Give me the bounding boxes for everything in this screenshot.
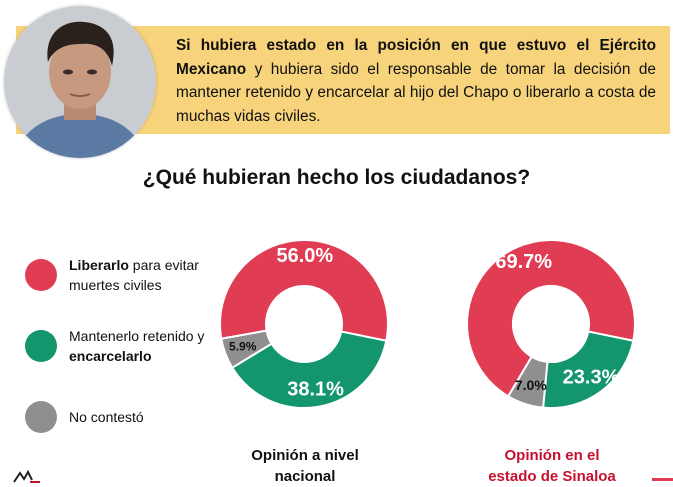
donut-slice bbox=[219, 239, 389, 342]
donut-slice-label: 23.3% bbox=[563, 366, 620, 388]
donut-chart-national: 56.0% 38.1% 5.9% bbox=[219, 239, 389, 409]
donut-chart-sinaloa: 69.7% 23.3% 7.0% bbox=[466, 239, 636, 409]
legend-label: Liberarlo para evitar muertes civiles bbox=[69, 255, 219, 295]
legend-swatch-red bbox=[25, 259, 57, 291]
legend-swatch-green bbox=[25, 330, 57, 362]
question-text-rest: y hubiera sido el responsable de tomar l… bbox=[176, 60, 656, 125]
donut-slice bbox=[506, 355, 549, 409]
brand-logo-icon bbox=[13, 470, 40, 483]
chart-label-line: Opinión en el bbox=[504, 447, 600, 464]
page-title: ¿Qué hubieran hecho los ciudadanos? bbox=[142, 166, 531, 189]
donut-slice-label: 5.9% bbox=[229, 339, 257, 353]
question-text-bold: Si hubiera estado en la posición en que … bbox=[176, 37, 656, 78]
donut-slice-label: 56.0% bbox=[276, 245, 333, 267]
legend-label: No contestó bbox=[69, 407, 219, 427]
legend-label: Mantenerlo retenido y encarcelarlo bbox=[69, 326, 219, 366]
donut-slice bbox=[466, 239, 636, 398]
chart-label-line: estado de Sinaloa bbox=[488, 468, 616, 485]
donut-slice bbox=[230, 330, 388, 409]
legend-item-encarcelarlo: Mantenerlo retenido y encarcelarlo bbox=[25, 326, 219, 366]
legend-item-liberarlo: Liberarlo para evitar muertes civiles bbox=[25, 255, 219, 295]
chart-label-line: nacional bbox=[274, 468, 336, 485]
legend-label-bold: Liberarlo bbox=[69, 257, 129, 273]
chart-label-line: Opinión a nivel bbox=[251, 447, 359, 464]
donut-slice-label: 69.7% bbox=[495, 251, 552, 273]
legend-label-rest: Mantenerlo retenido y bbox=[69, 328, 205, 344]
question-text: Si hubiera estado en la posición en que … bbox=[176, 34, 656, 128]
donut-slice bbox=[542, 330, 635, 409]
donut-slice bbox=[220, 329, 273, 370]
donut-slice-label: 7.0% bbox=[515, 377, 547, 393]
legend-item-no-contesto: No contestó bbox=[25, 401, 219, 433]
legend-label-rest: No contestó bbox=[69, 409, 144, 425]
legend-label-bold: encarcelarlo bbox=[69, 348, 152, 364]
legend-label-rest: para evitar muertes civiles bbox=[69, 257, 199, 293]
donut-slice-label: 38.1% bbox=[287, 378, 344, 400]
portrait-photo bbox=[4, 6, 156, 158]
decorative-bar bbox=[652, 478, 673, 481]
legend-swatch-gray bbox=[25, 401, 57, 433]
chart-label-sinaloa: Opinión en el estado de Sinaloa bbox=[452, 445, 652, 487]
chart-label-national: Opinión a nivel nacional bbox=[205, 445, 405, 487]
